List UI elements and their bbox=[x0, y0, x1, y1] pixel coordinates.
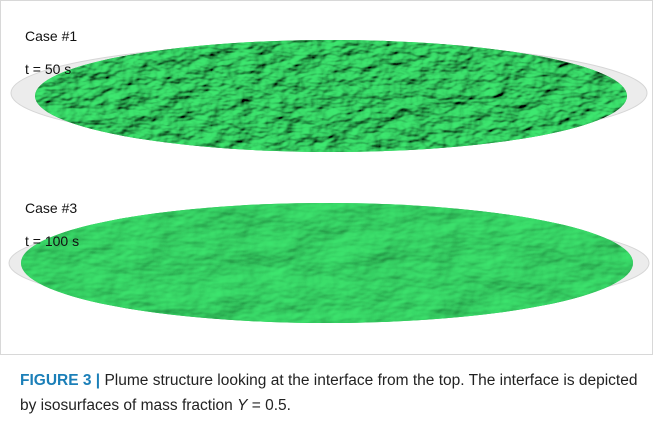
case-label: Case #3 bbox=[25, 200, 77, 216]
page: {"panels": [ {"case": "Case #1", "time":… bbox=[0, 0, 653, 445]
caption-label: FIGURE 3 | bbox=[20, 372, 100, 389]
figure: Case #1 t = 50 s Case #3 t = 100 s bbox=[0, 0, 653, 355]
figure-image bbox=[1, 1, 653, 356]
isosurface-texture bbox=[21, 203, 633, 323]
caption-text: Plume structure looking at the interface… bbox=[20, 372, 637, 414]
isosurface-texture bbox=[35, 40, 627, 152]
case-label: Case #1 bbox=[25, 28, 77, 44]
time-label: t = 50 s bbox=[25, 61, 71, 77]
caption: FIGURE 3 | Plume structure looking at th… bbox=[20, 368, 640, 418]
caption-tail: = 0.5. bbox=[247, 397, 291, 414]
caption-symbol: Y bbox=[237, 397, 247, 414]
time-label: t = 100 s bbox=[25, 233, 79, 249]
